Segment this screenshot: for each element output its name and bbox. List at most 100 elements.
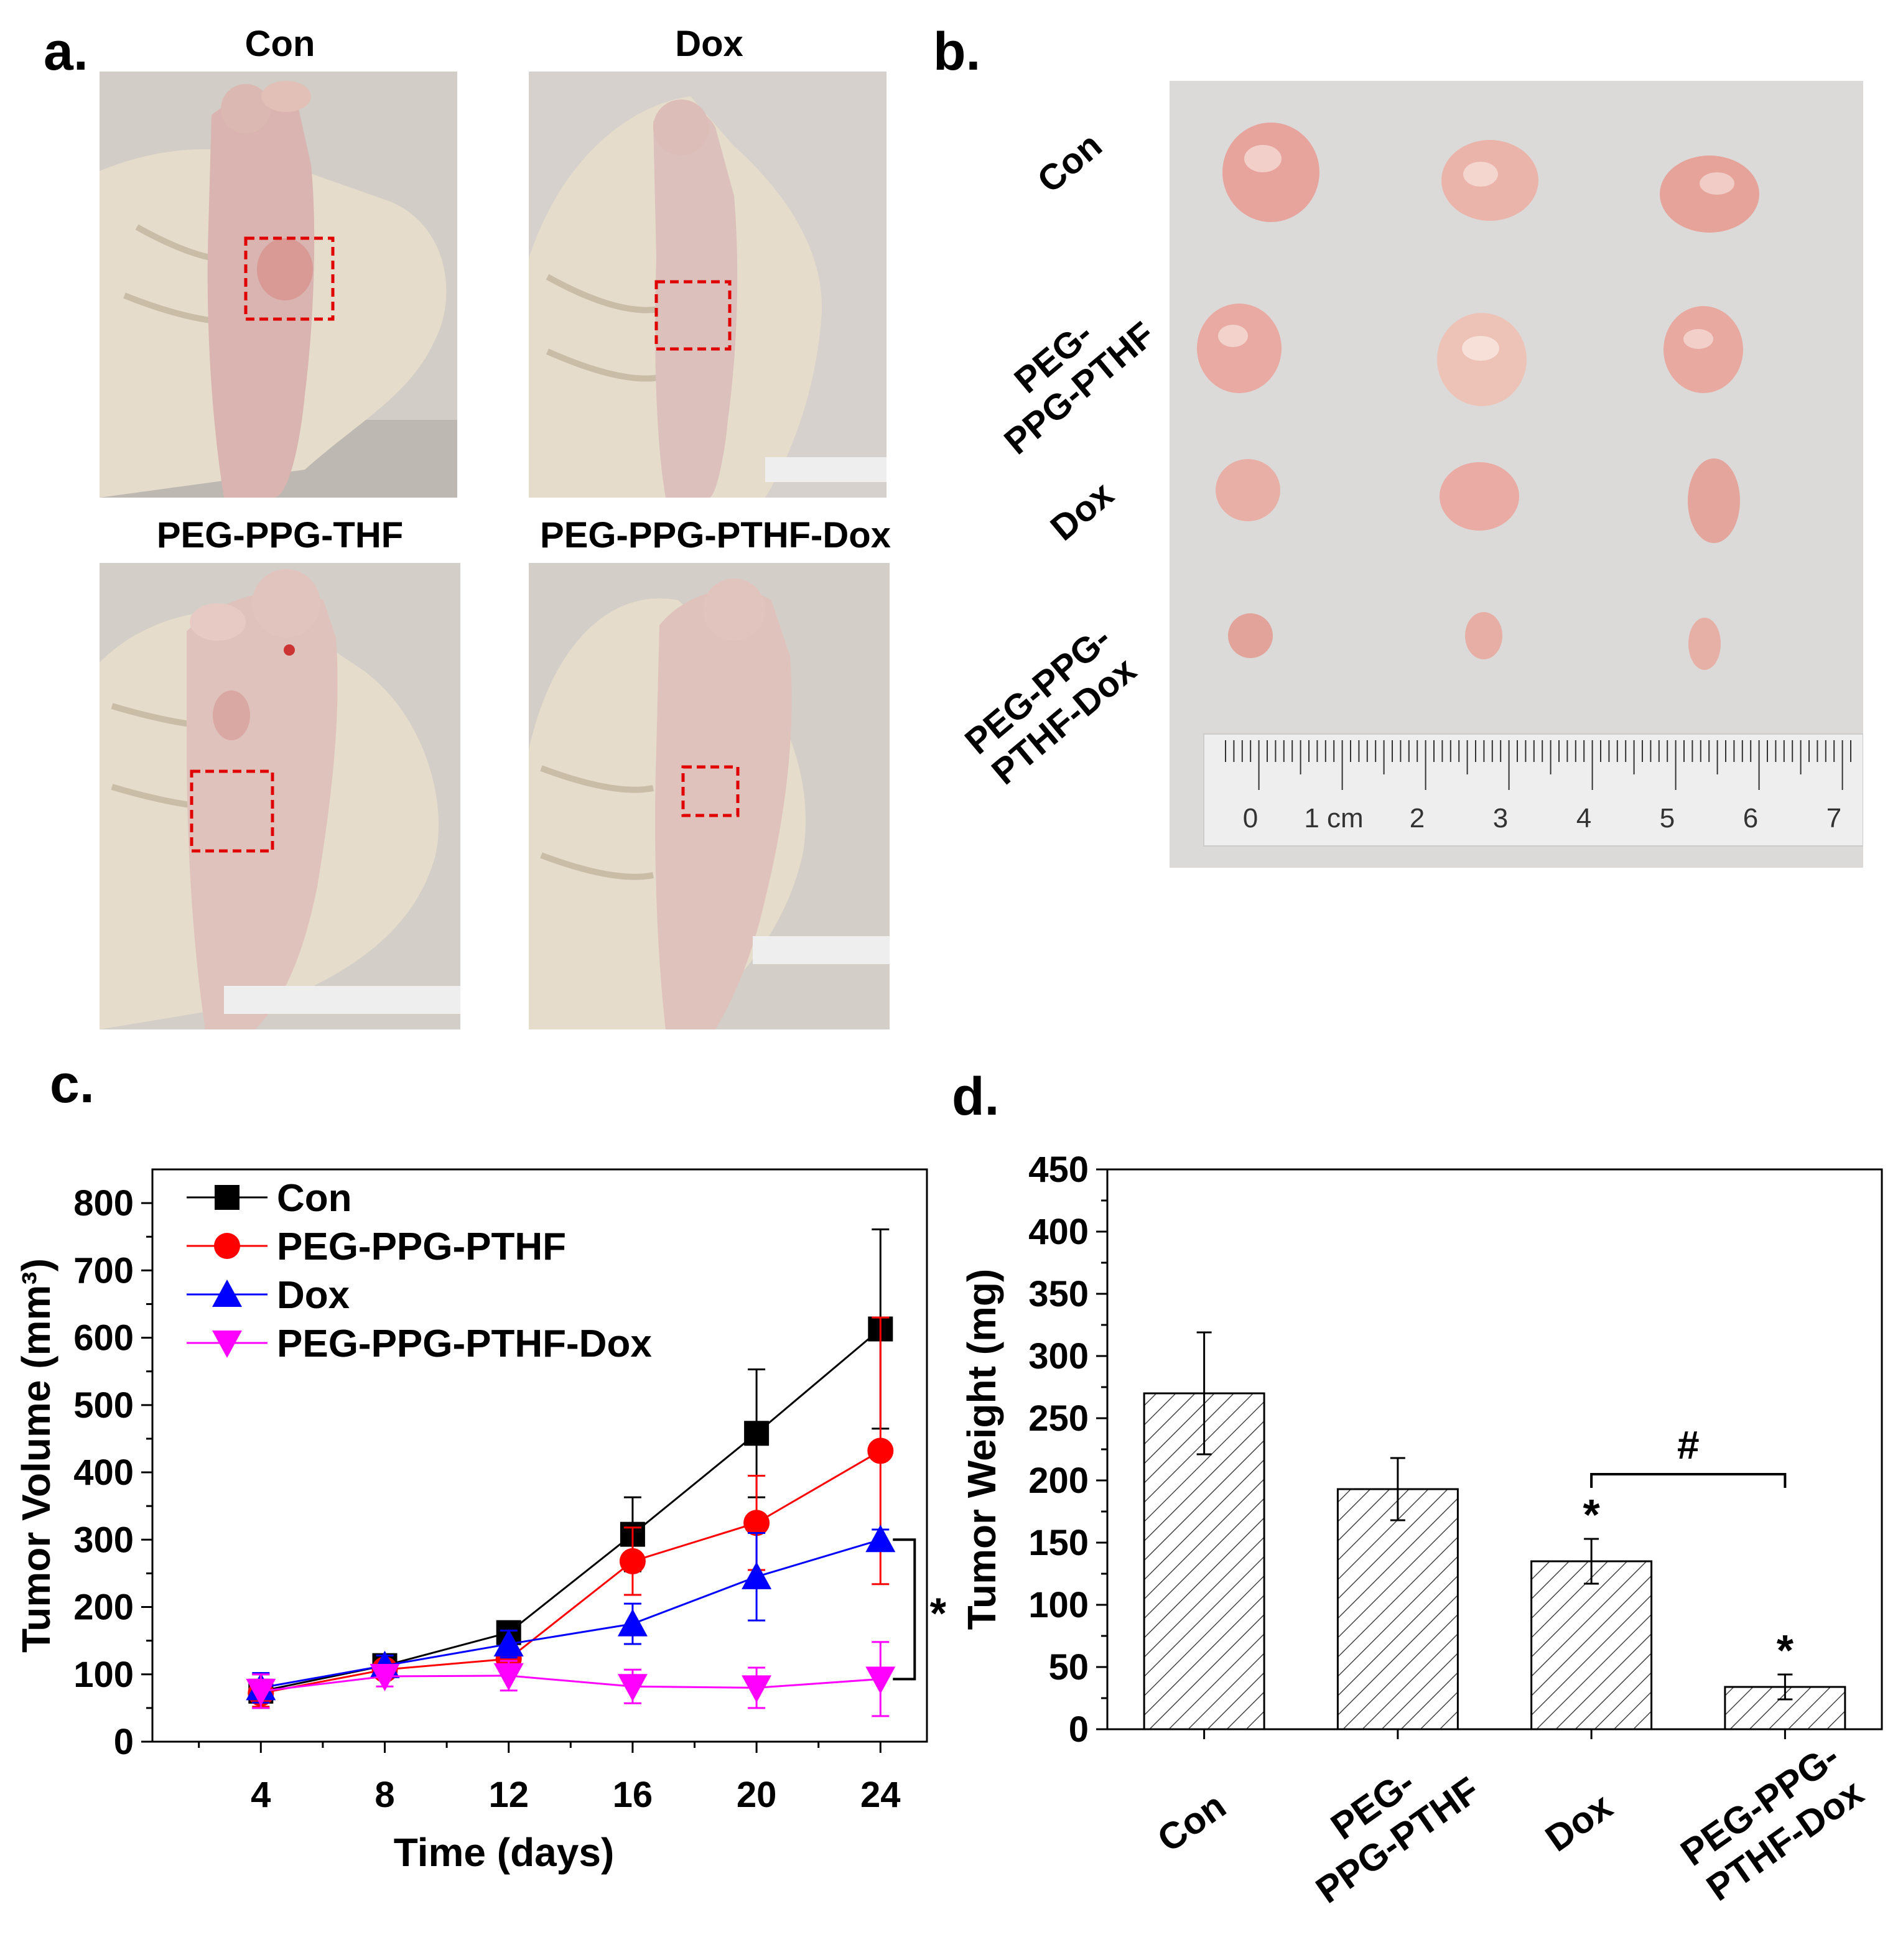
data-point — [617, 1674, 648, 1702]
y-tick-label: 200 — [73, 1587, 134, 1628]
data-point — [493, 1629, 524, 1657]
x-tick-label: 20 — [737, 1775, 777, 1815]
series-2 — [246, 1525, 896, 1704]
bar — [1336, 1488, 1459, 1730]
photo-title-con: Con — [244, 24, 315, 64]
panel-a-label: a. — [44, 22, 88, 81]
data-point — [865, 1525, 896, 1553]
legend-marker — [212, 1280, 242, 1307]
mouse-photo-peg-ppg-pthf-dox — [529, 563, 890, 1029]
mouse-photo-con — [100, 72, 457, 498]
significance-bracket — [893, 1538, 916, 1681]
y-tick-label: 500 — [73, 1385, 134, 1426]
significance-hash: # — [1677, 1423, 1700, 1467]
tumor-volume-chart: 0 100 200 300 400 500 600 700 800 4 8 12 16 20 24 Time … — [14, 1168, 946, 1875]
bar — [1530, 1560, 1653, 1730]
legend-marker — [212, 1331, 242, 1358]
panel-d-label: d. — [952, 1067, 1000, 1126]
ruler-label: 4 — [1576, 803, 1591, 834]
x-tick-label: 24 — [860, 1775, 901, 1815]
x-tick-label: 16 — [613, 1775, 653, 1815]
panel-b-label: b. — [933, 22, 981, 81]
series-1 — [248, 1316, 894, 1708]
y-tick-label: 50 — [1048, 1647, 1089, 1688]
series-line — [261, 1450, 882, 1694]
data-point — [744, 1421, 770, 1446]
excised-tumors-photo: 0 1 cm 2 3 4 5 6 7 — [1170, 81, 1863, 868]
mouse-photo-peg-ppg-thf — [100, 563, 460, 1029]
category-text: Con — [1150, 1785, 1233, 1860]
data-point — [742, 1561, 772, 1589]
ruler-label: 5 — [1660, 803, 1675, 834]
ruler: 0 1 cm 2 3 4 5 6 7 — [1203, 733, 1863, 847]
legend-marker — [215, 1185, 240, 1210]
significance-star: * — [930, 1589, 946, 1637]
significance-star-dox: * — [1583, 1490, 1601, 1539]
y-tick-label: 600 — [73, 1318, 134, 1359]
y-tick-label: 700 — [73, 1250, 134, 1291]
y-tick-label: 800 — [73, 1183, 134, 1224]
legend-marker — [214, 1233, 240, 1259]
x-category-label: PEG-PPG-PTHF — [1308, 1761, 1487, 1911]
data-point — [617, 1609, 648, 1637]
data-point — [867, 1437, 894, 1464]
photo-title-peg-ppg-pthf-dox: PEG-PPG-PTHF-Dox — [540, 515, 891, 555]
y-tick-label: 150 — [1028, 1523, 1089, 1563]
series-line — [260, 1328, 882, 1693]
plot-frame — [151, 1168, 928, 1743]
ruler-label: 6 — [1743, 803, 1758, 834]
y-tick-label: 100 — [73, 1655, 134, 1695]
y-tick-label: 400 — [1028, 1212, 1089, 1252]
data-point — [619, 1548, 646, 1574]
legend-label: PEG-PPG-PTHF — [277, 1225, 566, 1268]
row-label-peg-ppg-pthf-dox: PEG-PPG- PTHF-Dox — [957, 618, 1144, 793]
series-line — [261, 1674, 881, 1693]
series-3 — [246, 1641, 896, 1717]
tumor-weight-chart: 0 50 100 150 200 250 300 350 400 450 Tumor Weight … — [959, 1150, 1883, 1911]
legend-label: Dox — [277, 1274, 350, 1317]
y-tick-label: 0 — [1069, 1709, 1089, 1750]
y-tick-label: 100 — [1028, 1585, 1089, 1625]
y-tick-label: 400 — [73, 1452, 134, 1493]
ruler-label: 0 — [1243, 803, 1258, 834]
data-point — [743, 1510, 770, 1536]
series-line — [261, 1538, 881, 1689]
data-point — [370, 1664, 400, 1692]
photo-title-dox: Dox — [675, 24, 743, 64]
row-label-peg-ppg-pthf: PEG- PPG-PTHF — [997, 313, 1163, 463]
mouse-photo-dox — [529, 72, 886, 498]
x-tick-label: 8 — [375, 1775, 394, 1815]
x-axis-label: Time (days) — [394, 1830, 615, 1875]
data-point — [865, 1666, 896, 1694]
hash-bracket — [1590, 1473, 1787, 1488]
x-tick-label: 12 — [488, 1775, 529, 1815]
y-tick-label: 300 — [73, 1520, 134, 1560]
y-tick-label: 300 — [1028, 1336, 1089, 1377]
x-category-label: PEG-PPG-PTHF-Dox — [1673, 1735, 1871, 1909]
data-point — [493, 1663, 524, 1691]
legend-label: PEG-PPG-PTHF-Dox — [277, 1322, 652, 1365]
significance-star-combo: * — [1777, 1626, 1794, 1674]
photo-title-peg-ppg-thf: PEG-PPG-THF — [156, 515, 404, 555]
legend: Con PEG-PPG-PTHF Dox PEG-PPG-PTHF-Dox — [187, 1177, 652, 1365]
legend-label: Con — [277, 1177, 352, 1220]
ruler-label: 2 — [1410, 803, 1425, 834]
x-category-label: Dox — [1538, 1785, 1619, 1860]
x-category-label: Con — [1150, 1785, 1233, 1860]
y-tick-label: 250 — [1028, 1398, 1089, 1439]
ruler-label: 3 — [1493, 803, 1508, 834]
data-point — [246, 1678, 276, 1706]
data-point — [742, 1675, 772, 1703]
row-label-dox: Dox — [1043, 473, 1122, 549]
y-tick-label: 450 — [1028, 1150, 1089, 1190]
row-label-con: Con — [1030, 124, 1110, 201]
panel-c-label: c. — [50, 1054, 95, 1114]
y-axis-label: Tumor Weight (mg) — [959, 1269, 1004, 1630]
category-text: Dox — [1538, 1785, 1619, 1860]
x-tick-label: 4 — [251, 1775, 271, 1815]
y-tick-label: 200 — [1028, 1461, 1089, 1501]
ruler-label: 1 cm — [1304, 803, 1363, 834]
y-axis-label: Tumor Volume (mm³) — [14, 1258, 58, 1653]
y-tick-label: 0 — [114, 1722, 134, 1762]
y-tick-label: 350 — [1028, 1274, 1089, 1314]
